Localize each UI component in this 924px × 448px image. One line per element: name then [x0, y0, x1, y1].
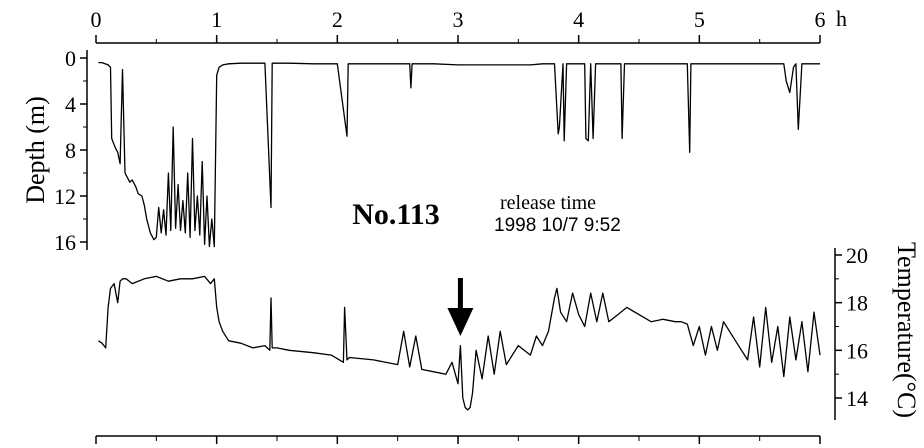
top-axis: 0 1 2 3 4 5 6 [91, 7, 826, 44]
arrow-annotation [447, 278, 474, 336]
depth-axis-title: Depth (m) [21, 96, 50, 204]
depth-axis-tick-label: 0 [65, 46, 76, 71]
temperature-axis: 14 16 18 20 [834, 243, 868, 420]
id-label: No.113 [352, 198, 440, 231]
temperature-axis-tick-label: 14 [846, 386, 868, 411]
depth-axis-tick-label: 16 [54, 230, 76, 255]
depth-axis-tick-label: 8 [65, 138, 76, 163]
top-axis-tick-label: 4 [573, 7, 584, 32]
depth-axis-tick-label: 4 [65, 92, 76, 117]
bottom-axis [95, 435, 821, 444]
depth-series [98, 61, 820, 248]
top-axis-tick-label: 3 [453, 7, 464, 32]
temperature-series [98, 275, 821, 411]
hour-unit-label: h [836, 6, 847, 31]
arrow-head [447, 308, 474, 336]
top-axis-tick-label: 0 [91, 7, 102, 32]
top-axis-tick-label: 5 [694, 7, 705, 32]
temperature-axis-tick-label: 16 [846, 338, 868, 363]
release-time-title: release time [500, 192, 596, 214]
temperature-line [98, 275, 821, 411]
depth-line [98, 61, 820, 248]
temperature-axis-tick-label: 20 [846, 243, 868, 268]
release-time-value: 1998 10/7 9:52 [494, 215, 621, 236]
temperature-axis-title: Temperature(°C) [892, 242, 921, 418]
top-axis-tick-label: 1 [211, 7, 222, 32]
top-axis-tick-label: 6 [815, 7, 826, 32]
temperature-axis-tick-label: 18 [846, 291, 868, 316]
top-axis-tick-label: 2 [332, 7, 343, 32]
depth-axis: 0 4 8 12 16 [54, 46, 88, 255]
depth-axis-tick-label: 12 [54, 184, 76, 209]
